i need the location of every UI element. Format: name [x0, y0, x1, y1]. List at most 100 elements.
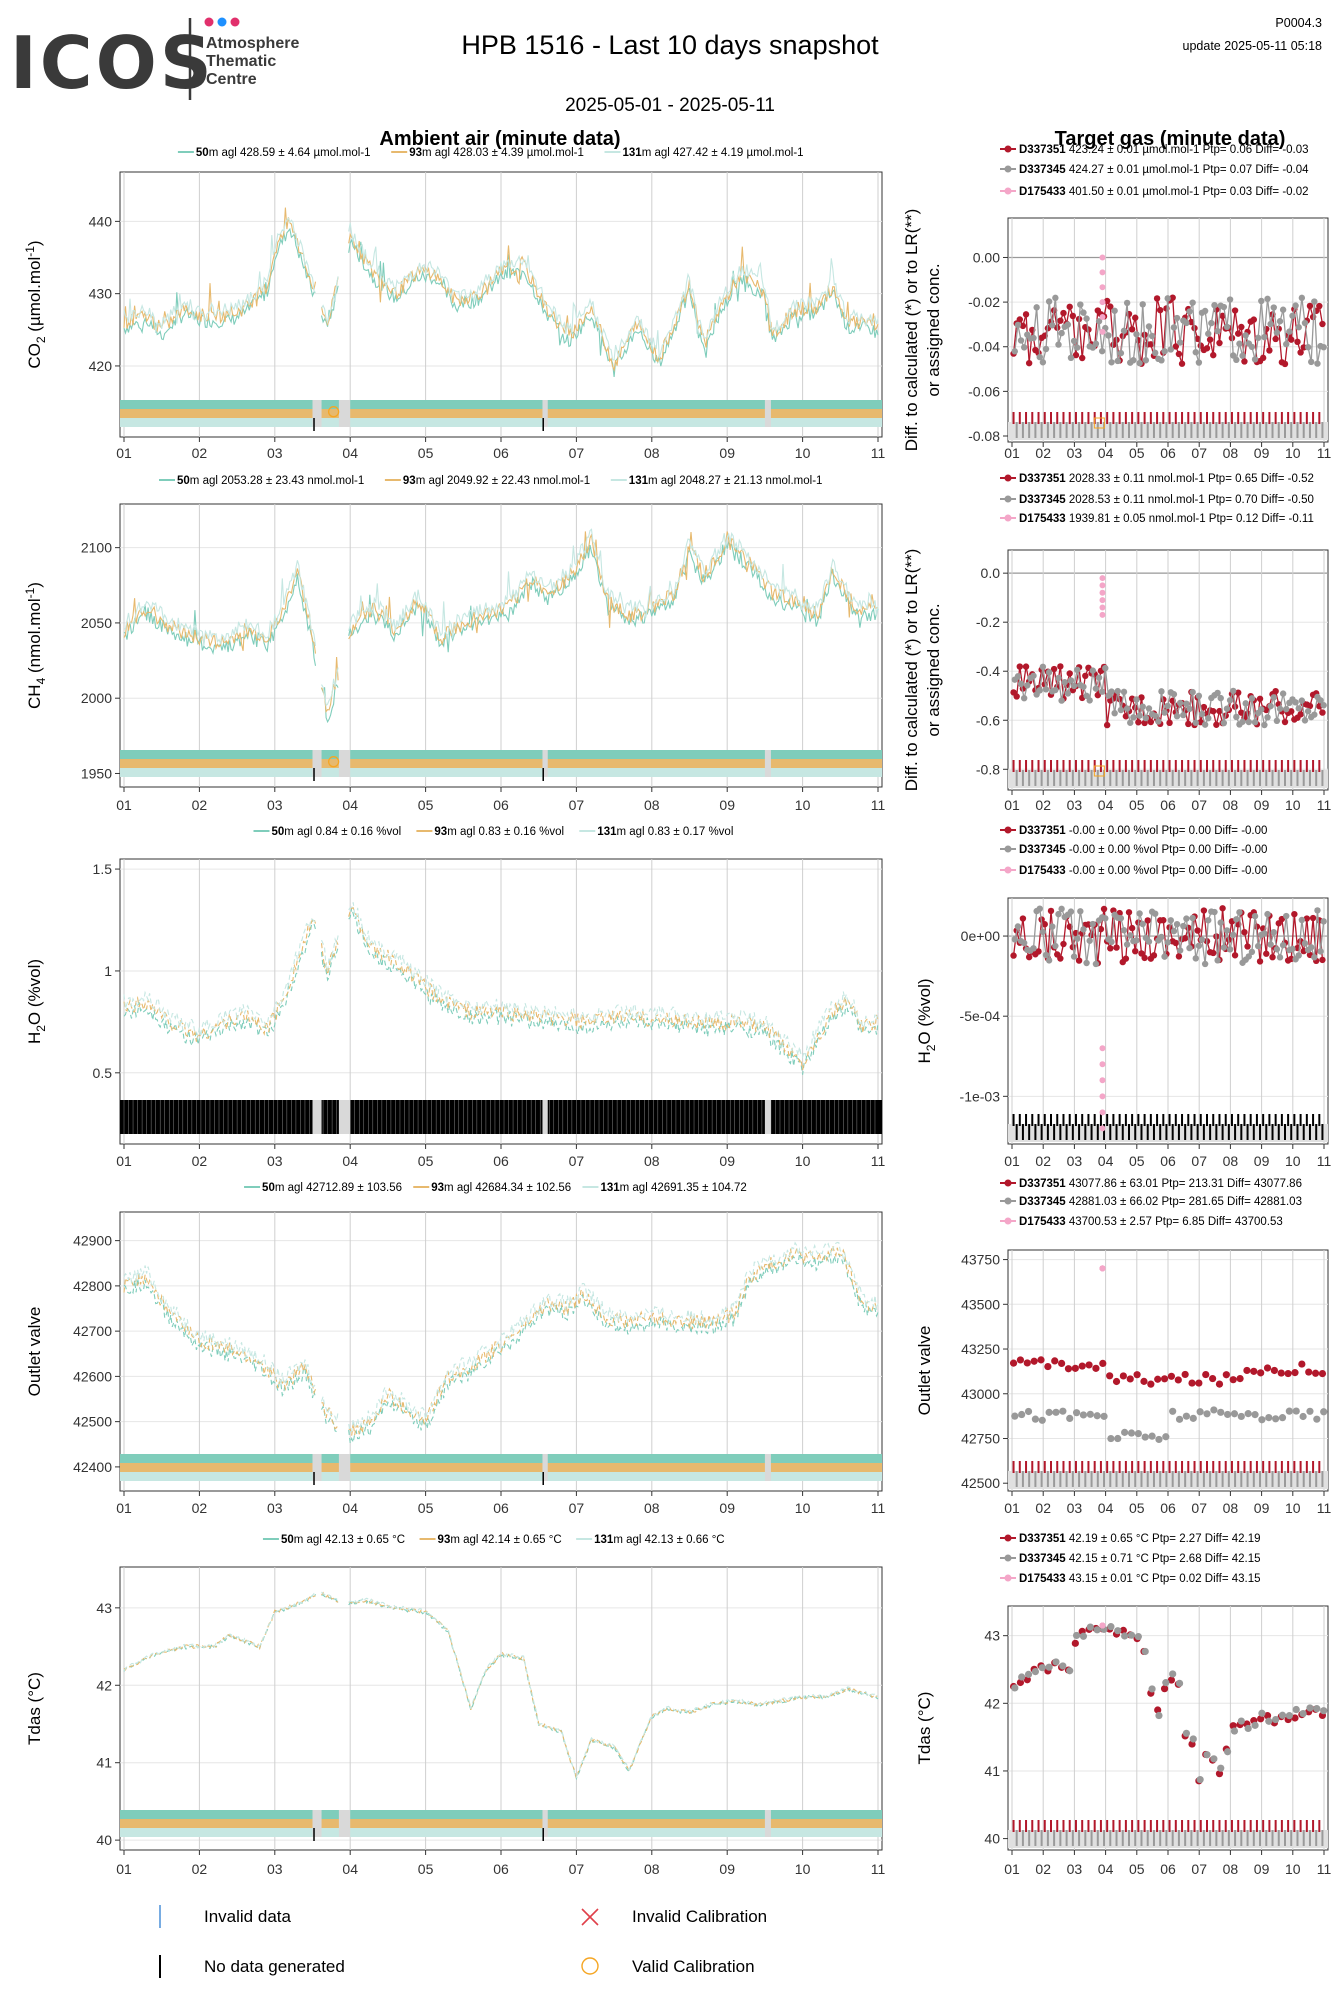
- tank-point-D337351: [1071, 1364, 1079, 1372]
- y-tick-label: 0.00: [973, 249, 1000, 265]
- tank-point-D337345: [1066, 1667, 1074, 1675]
- tank-connector: [1070, 911, 1075, 957]
- tank-point-D337345: [1127, 1429, 1136, 1437]
- tank-point-D337351: [1250, 1367, 1258, 1375]
- tank-point-D337351: [1305, 1368, 1313, 1376]
- tank-connector: [1234, 924, 1239, 956]
- tank-point-D337345: [1059, 1407, 1067, 1415]
- tank-connector: [1104, 918, 1110, 940]
- date-range: 2025-05-01 - 2025-05-11: [565, 95, 775, 116]
- tank-connector: [1120, 330, 1125, 354]
- target-legend: D337351 42.19 ± 0.65 °C Ptp= 2.27 Diff= …: [1000, 1533, 1261, 1585]
- tank-connector: [1298, 919, 1303, 956]
- tank-point-D337351: [1112, 1377, 1121, 1386]
- status-gap: [764, 1810, 771, 1837]
- tank-connector: [1262, 328, 1267, 358]
- tank-connector: [1035, 307, 1041, 358]
- tank-point-D337345: [1320, 343, 1327, 351]
- tank-connector: [1123, 302, 1128, 331]
- tank-point-D337345: [1052, 1658, 1060, 1666]
- tank-connector: [1094, 924, 1099, 964]
- status-gap: [312, 750, 322, 777]
- tank-connector: [1110, 310, 1116, 363]
- tank-point-D175433: [1099, 597, 1106, 604]
- x-tick-label: 01: [1004, 445, 1020, 461]
- tank-point-D337351: [1066, 303, 1073, 310]
- tank-connector: [1241, 335, 1247, 356]
- x-tick-label: 11: [871, 445, 886, 461]
- x-tick-label: 01: [116, 797, 132, 813]
- x-tick-label: 11: [1317, 797, 1332, 813]
- x-tick-label: 02: [192, 445, 208, 461]
- ambient-y-axis-label: Outlet valve: [25, 1307, 44, 1397]
- tank-connector: [1220, 698, 1225, 724]
- legend-label-93m: 93m agl 2049.92 ± 22.43 nmol.mol-1: [403, 475, 590, 487]
- x-tick-label: 02: [192, 797, 208, 813]
- valid-calibration-marker: [1093, 765, 1105, 777]
- tank-point-D337351: [1160, 1375, 1169, 1383]
- tank-point-D337351: [1174, 1376, 1182, 1384]
- x-tick-label: 02: [1035, 445, 1051, 461]
- tank-point-D337351: [1291, 1369, 1299, 1377]
- tank-connector: [1092, 923, 1097, 965]
- tank-connector: [1204, 310, 1209, 334]
- y-tick-label: 43000: [961, 1386, 1000, 1402]
- x-tick-label: 05: [1129, 1153, 1145, 1169]
- invalid-calibration-icon: [581, 1908, 599, 1926]
- logo-dot-pink: [204, 17, 214, 27]
- status-gap: [338, 400, 351, 427]
- ambient-panel-1: 420 430 440 01 02 03 04 05 06 07 08 09 10 11 50m agl 4…: [89, 147, 886, 461]
- tank-point-D337345: [1072, 1409, 1081, 1417]
- tank-point-D337351: [1206, 336, 1214, 343]
- target-legend: D337351 2028.33 ± 0.11 nmol.mol-1 Ptp= 0…: [1000, 473, 1314, 525]
- tank-point-D337351: [1181, 1370, 1189, 1379]
- tank-connector: [1039, 908, 1044, 933]
- tank-connector: [1251, 698, 1256, 723]
- x-tick-label: 09: [719, 445, 735, 461]
- tank-connector: [1232, 690, 1237, 718]
- tank-point-D337345: [1175, 1415, 1184, 1423]
- tank-point-D337345: [1169, 1670, 1177, 1678]
- y-tick-label: 0.5: [93, 1065, 113, 1081]
- x-tick-label: 11: [1317, 1861, 1332, 1877]
- tank-connector: [1078, 933, 1083, 961]
- x-tick-label: 04: [342, 1153, 358, 1169]
- x-tick-label: 09: [719, 1500, 735, 1516]
- status-gap: [764, 1454, 771, 1481]
- x-tick-label: 03: [1067, 1861, 1083, 1877]
- tank-point-D337345: [1217, 1408, 1225, 1416]
- tank-connector: [1095, 321, 1100, 344]
- valid-calibration-marker: [327, 406, 340, 418]
- tank-point-D337345: [1258, 1416, 1266, 1424]
- x-tick-label: 10: [795, 1153, 811, 1169]
- legend-label-D175433: D175433 43700.53 ± 2.57 Ptp= 6.85 Diff= …: [1019, 1216, 1283, 1228]
- tank-connector: [1045, 301, 1050, 350]
- y-tick-label: -0.02: [968, 294, 1000, 310]
- tank-connector: [1191, 302, 1197, 353]
- tank-connector: [1154, 913, 1159, 941]
- tank-point-D337351: [1106, 1372, 1114, 1380]
- x-tick-label: 05: [418, 1153, 434, 1169]
- y-tick-label: 430: [89, 286, 113, 302]
- tank-point-D337345: [1100, 1412, 1108, 1420]
- tank-point-D175433: [1099, 1622, 1106, 1629]
- tank-point-D337351: [1319, 709, 1326, 716]
- ambient-panel-2: 1950 2000 2050 2100 01 02 03 04 05 06 07 08 09 10 11 50…: [81, 475, 886, 813]
- x-tick-label: 09: [1254, 797, 1270, 813]
- tank-connector: [1216, 922, 1222, 961]
- tank-point-D175433: [1099, 1045, 1106, 1052]
- x-tick-label: 07: [1191, 1153, 1207, 1169]
- tank-point-D337351: [1119, 1372, 1127, 1380]
- y-tick-label: 0e+00: [961, 928, 1001, 944]
- x-tick-label: 11: [1317, 445, 1332, 461]
- logo-sub-1: Atmosphere: [206, 35, 299, 52]
- y-tick-label: -0.4: [976, 663, 1000, 679]
- tank-point-D337351: [1222, 1371, 1230, 1379]
- x-tick-label: 04: [1098, 1500, 1114, 1516]
- x-tick-label: 09: [1254, 445, 1270, 461]
- tank-connector: [1301, 919, 1306, 944]
- tank-point-D337345: [1141, 1647, 1149, 1656]
- tank-point-D337345: [1011, 1684, 1019, 1692]
- legend-label-D337345: D337345 42881.03 ± 66.02 Ptp= 281.65 Dif…: [1019, 1196, 1302, 1208]
